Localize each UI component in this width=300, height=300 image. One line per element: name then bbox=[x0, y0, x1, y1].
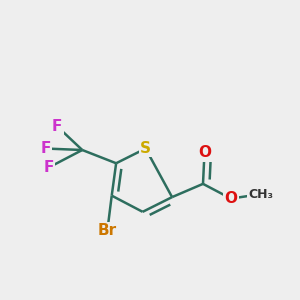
Text: O: O bbox=[198, 146, 211, 160]
Text: S: S bbox=[140, 141, 151, 156]
Text: Br: Br bbox=[98, 224, 117, 238]
Text: F: F bbox=[52, 119, 62, 134]
Text: CH₃: CH₃ bbox=[248, 188, 273, 201]
Text: F: F bbox=[40, 141, 51, 156]
Text: F: F bbox=[43, 160, 54, 175]
Text: O: O bbox=[224, 191, 238, 206]
